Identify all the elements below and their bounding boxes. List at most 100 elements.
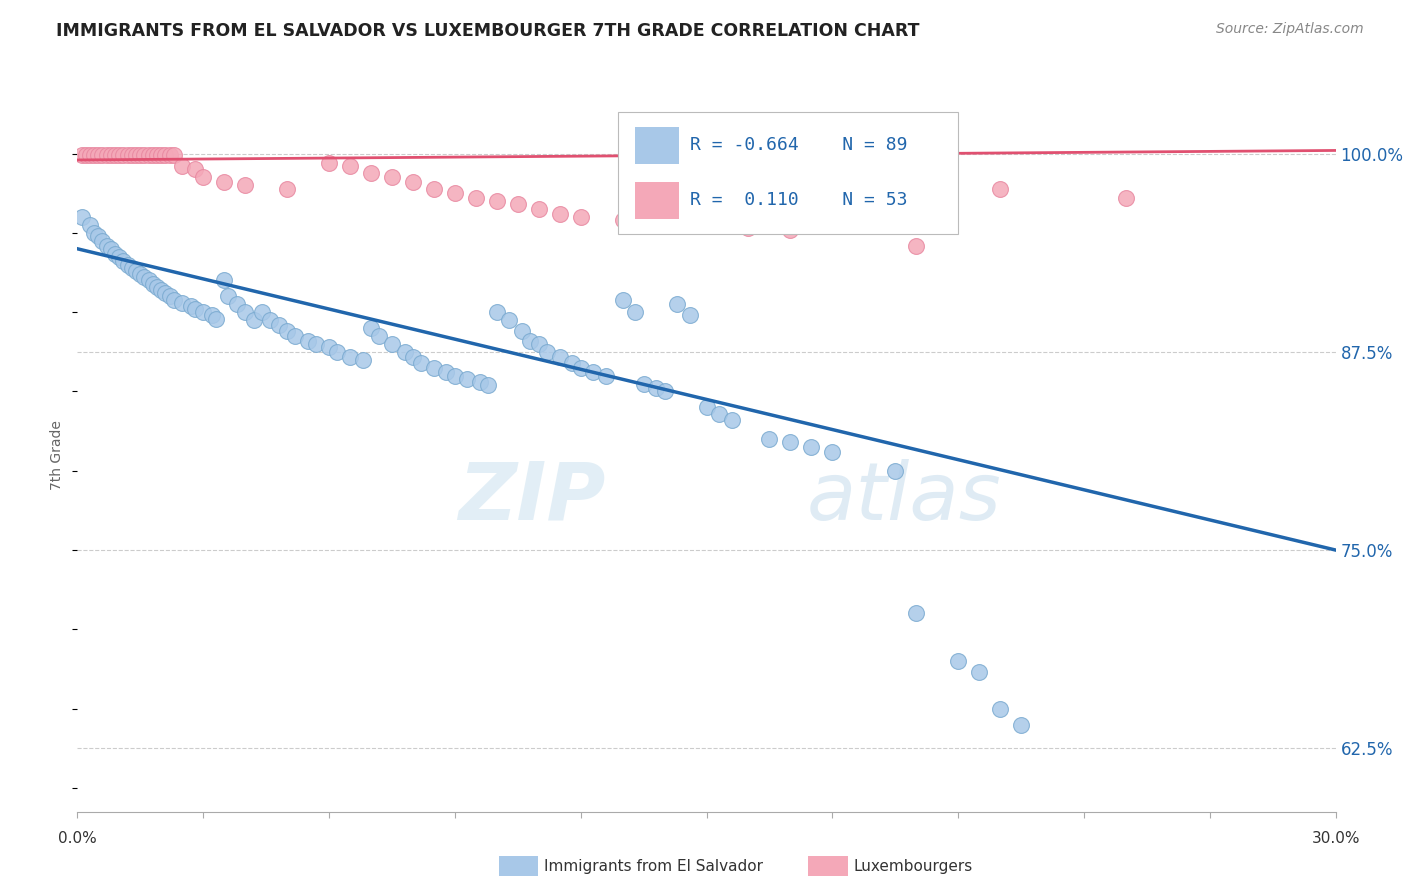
Point bbox=[134, 148, 156, 162]
Point bbox=[250, 305, 273, 319]
Point bbox=[212, 175, 235, 189]
Point bbox=[87, 229, 110, 244]
Point bbox=[163, 293, 186, 307]
Point bbox=[184, 301, 207, 316]
Point bbox=[104, 246, 127, 260]
Point bbox=[679, 309, 702, 323]
Point bbox=[191, 170, 215, 185]
Point bbox=[138, 273, 160, 287]
Point bbox=[506, 197, 529, 211]
Point bbox=[318, 156, 340, 170]
Point bbox=[204, 311, 226, 326]
Text: R =  0.110    N = 53: R = 0.110 N = 53 bbox=[690, 191, 908, 209]
Point bbox=[91, 234, 114, 248]
Text: Luxembourgers: Luxembourgers bbox=[853, 859, 973, 873]
Point bbox=[184, 162, 207, 177]
Point bbox=[527, 202, 550, 216]
Point bbox=[821, 156, 844, 170]
Point bbox=[654, 384, 676, 399]
Point bbox=[884, 464, 907, 478]
Point bbox=[988, 701, 1011, 715]
Point bbox=[100, 242, 122, 256]
Point bbox=[800, 440, 823, 454]
Point bbox=[485, 305, 508, 319]
Point bbox=[394, 344, 416, 359]
Point bbox=[569, 360, 592, 375]
Point bbox=[612, 293, 634, 307]
Point bbox=[905, 607, 928, 621]
Point bbox=[125, 148, 148, 162]
Bar bbox=[634, 182, 679, 219]
Point bbox=[233, 178, 256, 193]
Point bbox=[645, 381, 668, 395]
Point bbox=[1010, 717, 1032, 731]
Point bbox=[276, 181, 298, 195]
Point bbox=[468, 375, 491, 389]
Point bbox=[172, 159, 194, 173]
Point bbox=[595, 368, 617, 383]
Point bbox=[368, 329, 391, 343]
Point bbox=[100, 148, 122, 162]
Point bbox=[96, 238, 118, 252]
Point bbox=[150, 283, 173, 297]
Point bbox=[423, 360, 446, 375]
Point bbox=[70, 210, 93, 224]
Point bbox=[464, 191, 486, 205]
Point bbox=[108, 148, 131, 162]
Point bbox=[569, 210, 592, 224]
FancyBboxPatch shape bbox=[619, 112, 959, 234]
Text: IMMIGRANTS FROM EL SALVADOR VS LUXEMBOURGER 7TH GRADE CORRELATION CHART: IMMIGRANTS FROM EL SALVADOR VS LUXEMBOUR… bbox=[56, 22, 920, 40]
Point bbox=[444, 186, 467, 201]
Point bbox=[121, 260, 143, 275]
Point bbox=[381, 337, 404, 351]
Point bbox=[821, 444, 844, 458]
Point bbox=[276, 324, 298, 338]
Point bbox=[654, 216, 676, 230]
Point bbox=[150, 148, 173, 162]
Point bbox=[129, 267, 152, 281]
Point bbox=[444, 368, 467, 383]
Point bbox=[779, 435, 801, 450]
Point bbox=[225, 297, 247, 311]
Point bbox=[707, 407, 730, 421]
Point bbox=[720, 413, 742, 427]
Text: 30.0%: 30.0% bbox=[1312, 830, 1360, 846]
Point bbox=[104, 148, 127, 162]
Point bbox=[402, 175, 425, 189]
Point bbox=[146, 148, 169, 162]
Point bbox=[612, 213, 634, 227]
Point bbox=[863, 159, 886, 173]
Point bbox=[326, 344, 349, 359]
Text: Source: ZipAtlas.com: Source: ZipAtlas.com bbox=[1216, 22, 1364, 37]
Point bbox=[267, 318, 290, 332]
Point bbox=[318, 340, 340, 354]
Point bbox=[191, 305, 215, 319]
Point bbox=[83, 148, 105, 162]
Point bbox=[381, 170, 404, 185]
Point bbox=[134, 270, 156, 285]
Point bbox=[121, 148, 143, 162]
Point bbox=[948, 654, 970, 668]
Point bbox=[75, 148, 97, 162]
Point bbox=[96, 148, 118, 162]
Point bbox=[519, 334, 541, 348]
Point bbox=[510, 324, 533, 338]
Point bbox=[360, 321, 382, 335]
Point bbox=[87, 148, 110, 162]
Point bbox=[779, 223, 801, 237]
Point bbox=[70, 148, 93, 162]
Point bbox=[108, 250, 131, 264]
Point bbox=[666, 297, 689, 311]
Point bbox=[436, 366, 458, 380]
Point bbox=[633, 376, 655, 391]
Point bbox=[905, 238, 928, 252]
Point bbox=[117, 258, 139, 272]
Point bbox=[305, 337, 328, 351]
Point bbox=[536, 344, 558, 359]
Point bbox=[561, 356, 583, 370]
Point bbox=[172, 295, 194, 310]
Point bbox=[527, 337, 550, 351]
Point bbox=[155, 148, 177, 162]
Point bbox=[79, 218, 101, 232]
Y-axis label: 7th Grade: 7th Grade bbox=[51, 420, 65, 490]
